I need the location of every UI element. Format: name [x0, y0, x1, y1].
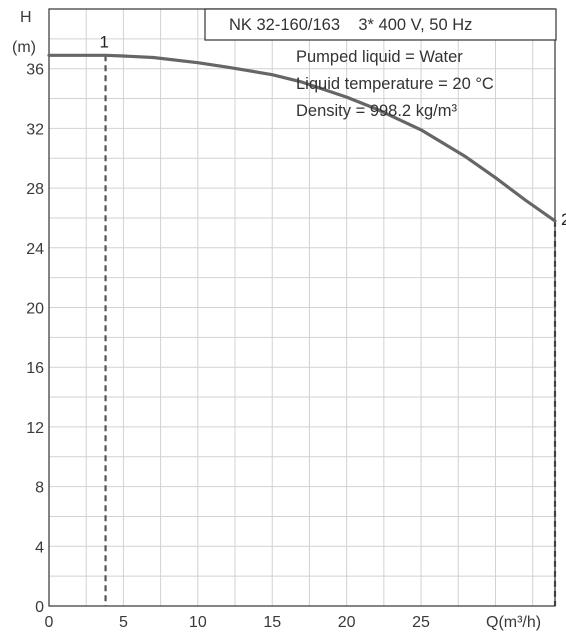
y-axis-unit: (m): [12, 39, 36, 56]
x-tick-labels: 0 5 10 15 20 25: [45, 614, 431, 631]
y-tick-label: 8: [35, 480, 44, 497]
operating-points: 12: [100, 32, 566, 229]
y-tick-label: 4: [35, 539, 44, 556]
y-tick-label: 24: [26, 241, 44, 258]
y-tick-label: 0: [35, 599, 44, 616]
x-axis-label: Q(m³/h): [486, 614, 541, 631]
y-tick-label: 12: [26, 420, 44, 437]
x-tick-label: 20: [338, 614, 356, 631]
x-tick-label: 10: [189, 614, 207, 631]
x-tick-label: 0: [45, 614, 54, 631]
y-tick-label: 28: [26, 181, 44, 198]
annotation-density: Density = 998.2 kg/m³: [296, 102, 457, 120]
y-tick-label: 16: [26, 360, 44, 377]
chart-title: NK 32-160/163 3* 400 V, 50 Hz: [229, 16, 472, 34]
y-tick-label: 20: [26, 301, 44, 318]
title-box: [204, 8, 557, 41]
pump-curve-line: [47, 53, 557, 223]
operating-point-label: 1: [100, 32, 109, 51]
operating-point-label: 2: [561, 210, 566, 229]
series-layer: [47, 53, 557, 223]
x-tick-label: 15: [263, 614, 281, 631]
y-tick-label: 36: [26, 62, 44, 79]
x-tick-label: 5: [119, 614, 128, 631]
grid: [49, 9, 555, 606]
y-axis-symbol: H: [20, 9, 32, 26]
annotation-liquid-temperature: Liquid temperature = 20 °C: [296, 75, 494, 93]
annotation-pumped-liquid: Pumped liquid = Water: [296, 48, 463, 66]
y-tick-labels: 0 4 8 12 16 20 24 28 32 36: [26, 62, 44, 616]
y-tick-label: 32: [26, 121, 44, 138]
reference-lines: [104, 55, 557, 606]
x-tick-label: 25: [412, 614, 430, 631]
